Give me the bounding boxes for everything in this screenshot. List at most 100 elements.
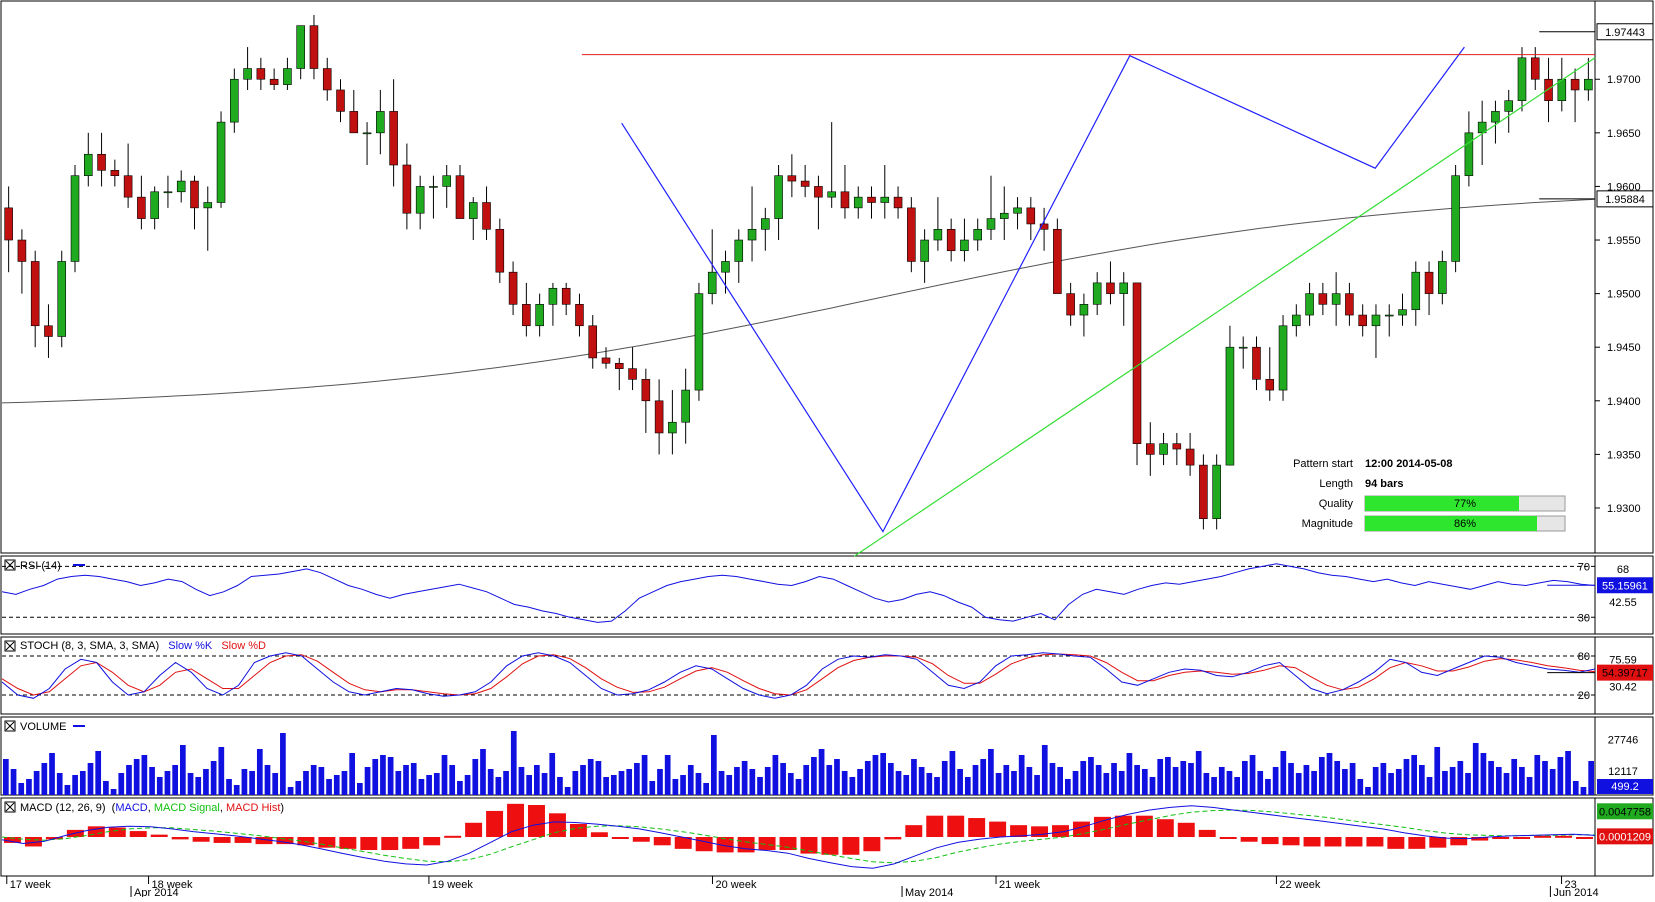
- volume-bar: [541, 773, 548, 795]
- macd-hist-bar: [842, 837, 860, 855]
- candle-body: [1331, 293, 1341, 305]
- volume-bar: [72, 775, 78, 795]
- volume-bar: [249, 771, 255, 795]
- macd-hist-bar: [507, 803, 525, 837]
- candle-body: [1358, 314, 1367, 327]
- volume-bar: [264, 765, 271, 795]
- macd-hist-bar: [192, 837, 210, 842]
- candle-body: [522, 304, 531, 327]
- macd-hist-bar: [444, 835, 462, 838]
- candle-body: [986, 218, 996, 230]
- week-label: 20 week: [715, 879, 756, 891]
- macd-hist-bar: [528, 805, 545, 837]
- volume-bar: [1465, 773, 1471, 795]
- last-price-tag-label: 1.97443: [1605, 27, 1645, 39]
- candle-body: [123, 175, 133, 198]
- candle-body: [774, 175, 783, 219]
- volume-bar: [911, 759, 917, 795]
- macd-hist-bar: [800, 837, 818, 854]
- volume-bar: [826, 765, 833, 795]
- checkbox-x-icon: [5, 641, 15, 651]
- volume-bar: [1003, 765, 1010, 795]
- week-label: 22 week: [1279, 879, 1320, 891]
- macd-hist-bar: [1492, 837, 1510, 839]
- volume-bar: [618, 771, 625, 795]
- candle-body: [1451, 175, 1460, 262]
- macd-hist-bar: [213, 837, 231, 843]
- candle-body: [867, 196, 876, 203]
- candle-body: [190, 180, 199, 209]
- candle-body: [1384, 314, 1394, 317]
- price-tick-label: 1.9650: [1607, 128, 1641, 140]
- candle-body: [668, 421, 677, 434]
- candle-body: [1504, 100, 1513, 112]
- volume-bar: [895, 771, 902, 795]
- volume-bar: [695, 773, 702, 795]
- volume-bar: [780, 763, 786, 795]
- week-label: 21 week: [999, 879, 1040, 891]
- macd-hist-bar: [695, 837, 713, 852]
- magnitude-bar-fill: [1365, 516, 1537, 531]
- stoch-level-20-label: 20: [1578, 690, 1590, 702]
- volume-bar: [1049, 763, 1056, 795]
- volume-bar: [341, 771, 348, 795]
- volume-bar: [203, 769, 209, 795]
- candle-body: [641, 379, 651, 402]
- candle-body: [362, 132, 372, 135]
- month-label: May 2014: [905, 887, 953, 897]
- volume-bar: [333, 775, 340, 795]
- volume-bar: [888, 763, 894, 795]
- volume-bar: [1157, 759, 1164, 795]
- macd-hist-bar: [653, 837, 671, 846]
- candle-body: [1132, 282, 1142, 444]
- month-label: Apr 2014: [134, 887, 179, 897]
- macd-hist-bar: [234, 837, 252, 843]
- volume-bar: [1165, 757, 1171, 795]
- price-axis: 1.97001.96501.96001.95501.95001.94501.94…: [1595, 74, 1641, 515]
- candle-body: [1026, 207, 1036, 225]
- rsi-level-70-label: 70: [1578, 561, 1590, 573]
- volume-bar: [1588, 761, 1594, 795]
- volume-bar: [241, 769, 248, 795]
- candle-body: [814, 186, 823, 198]
- stoch-label: STOCH (8, 3, SMA, 3, SMA) Slow %K Slow %…: [20, 640, 266, 652]
- volume-bar: [295, 781, 302, 795]
- volume-bar: [672, 779, 679, 795]
- candle-body: [1398, 309, 1407, 316]
- volume-bar: [1549, 769, 1556, 795]
- volume-bar: [1088, 757, 1094, 795]
- macd-hist-bar: [465, 822, 483, 837]
- volume-bar: [1534, 755, 1541, 795]
- volume-bar: [18, 783, 25, 795]
- volume-bar: [1265, 779, 1271, 795]
- volume-bar: [849, 777, 856, 795]
- volume-bar: [1018, 755, 1025, 795]
- volume-bar: [510, 731, 517, 795]
- candle-body: [296, 25, 305, 69]
- macd-hist-bar: [968, 818, 986, 837]
- volume-bar: [664, 755, 671, 795]
- volume-bar: [487, 769, 494, 795]
- macd-hist-bar: [486, 810, 504, 837]
- candle-body: [707, 271, 717, 294]
- candle-body: [1199, 464, 1208, 520]
- volume-bar: [403, 765, 409, 795]
- macd-hist-bar: [1135, 815, 1153, 837]
- price-pane: 1.97001.96501.96001.95501.95001.94501.94…: [1, 14, 1654, 557]
- macd-hist-bar: [1387, 837, 1405, 849]
- volume-bar: [1403, 759, 1410, 795]
- volume-bar: [1288, 763, 1294, 795]
- stoch-title: STOCH (8, 3, SMA, 3, SMA): [20, 640, 159, 652]
- volume-bar: [757, 777, 763, 795]
- candle-body: [628, 368, 637, 380]
- macd-hist-bar: [1555, 835, 1573, 838]
- macd-hist-bar: [276, 837, 294, 845]
- candle-body: [1092, 282, 1102, 305]
- volume-bar: [87, 763, 94, 795]
- volume-bar: [657, 769, 663, 795]
- candle-body: [1212, 464, 1221, 520]
- price-tick-label: 1.9700: [1607, 74, 1641, 86]
- macd-hist-value-label: 0.0001209: [1599, 831, 1651, 843]
- macd-hist-bar: [1031, 826, 1049, 837]
